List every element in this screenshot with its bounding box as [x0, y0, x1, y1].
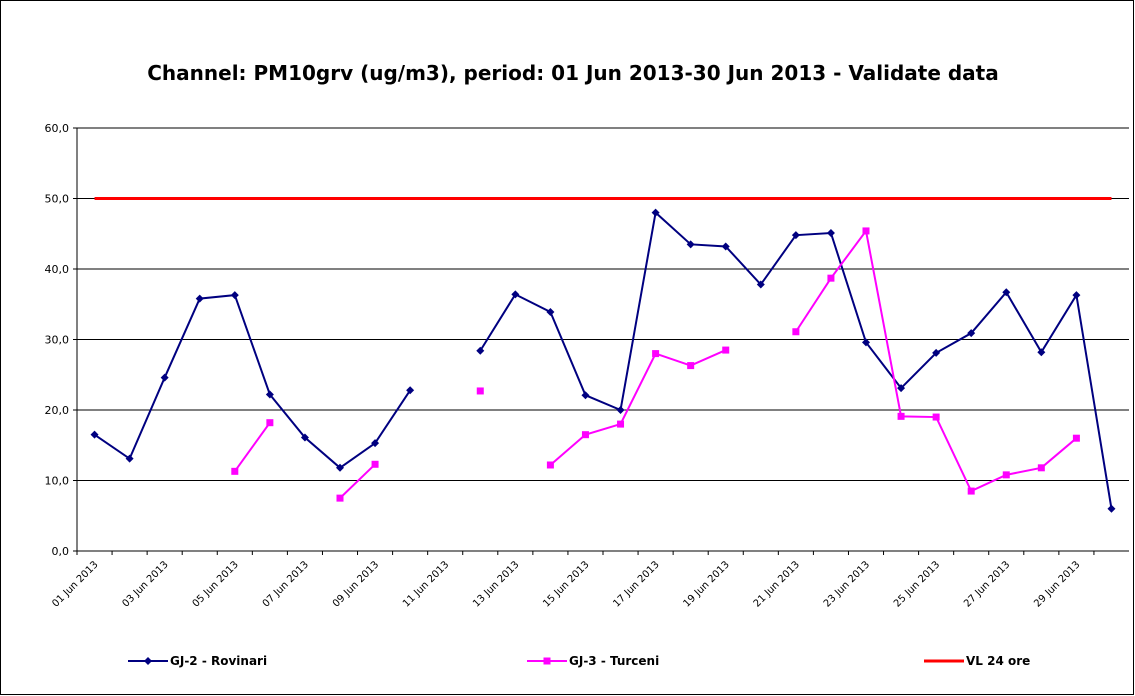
- y-tick-label: 60,0: [45, 122, 70, 135]
- point: [1072, 291, 1081, 300]
- point: [511, 290, 520, 299]
- point: [1002, 288, 1011, 297]
- point: [476, 346, 485, 355]
- point: [932, 413, 940, 421]
- point: [266, 419, 274, 427]
- point: [1072, 434, 1080, 442]
- point: [125, 454, 134, 463]
- point: [546, 461, 554, 469]
- point: [897, 412, 905, 420]
- point: [967, 487, 975, 495]
- point: [791, 231, 800, 240]
- legend-label: VL 24 ore: [966, 654, 1030, 668]
- point: [336, 494, 344, 502]
- point: [932, 348, 941, 357]
- point: [862, 338, 870, 347]
- point: [616, 406, 625, 414]
- point: [722, 346, 730, 354]
- y-tick-label: 0,0: [52, 545, 70, 558]
- point: [652, 350, 660, 358]
- y-tick-label: 10,0: [45, 475, 70, 488]
- point: [546, 308, 555, 317]
- point: [967, 329, 976, 338]
- point: [756, 280, 765, 289]
- point: [371, 460, 379, 468]
- legend-label: GJ-2 - Rovinari: [170, 654, 267, 668]
- series-line: [233, 228, 1078, 499]
- point: [862, 227, 870, 235]
- point: [195, 294, 204, 303]
- point: [1037, 348, 1046, 357]
- point: [651, 208, 660, 217]
- point: [826, 229, 835, 238]
- legend-marker: [144, 657, 152, 665]
- point: [300, 433, 309, 442]
- y-tick-label: 20,0: [45, 404, 70, 417]
- legend-label: GJ-3 - Turceni: [569, 654, 659, 668]
- point: [687, 362, 695, 370]
- point: [721, 242, 730, 251]
- point: [581, 431, 589, 439]
- legend-marker: [543, 657, 551, 665]
- point: [792, 328, 800, 336]
- point: [1037, 464, 1045, 472]
- point: [230, 291, 239, 300]
- point: [371, 439, 380, 448]
- y-tick-label: 50,0: [45, 193, 70, 206]
- y-tick-label: 30,0: [45, 334, 70, 347]
- point: [1002, 471, 1010, 479]
- point: [90, 430, 99, 439]
- y-tick-label: 40,0: [45, 263, 70, 276]
- point: [686, 240, 695, 249]
- point: [231, 467, 239, 475]
- point: [897, 384, 906, 393]
- chart-title: Channel: PM10grv (ug/m3), period: 01 Jun…: [147, 61, 998, 85]
- point: [406, 386, 415, 395]
- point: [265, 390, 274, 399]
- point: [617, 420, 625, 428]
- point: [1107, 504, 1116, 513]
- point: [476, 387, 484, 395]
- point: [336, 463, 344, 472]
- point: [581, 391, 590, 400]
- point: [160, 373, 169, 382]
- point: [827, 274, 835, 282]
